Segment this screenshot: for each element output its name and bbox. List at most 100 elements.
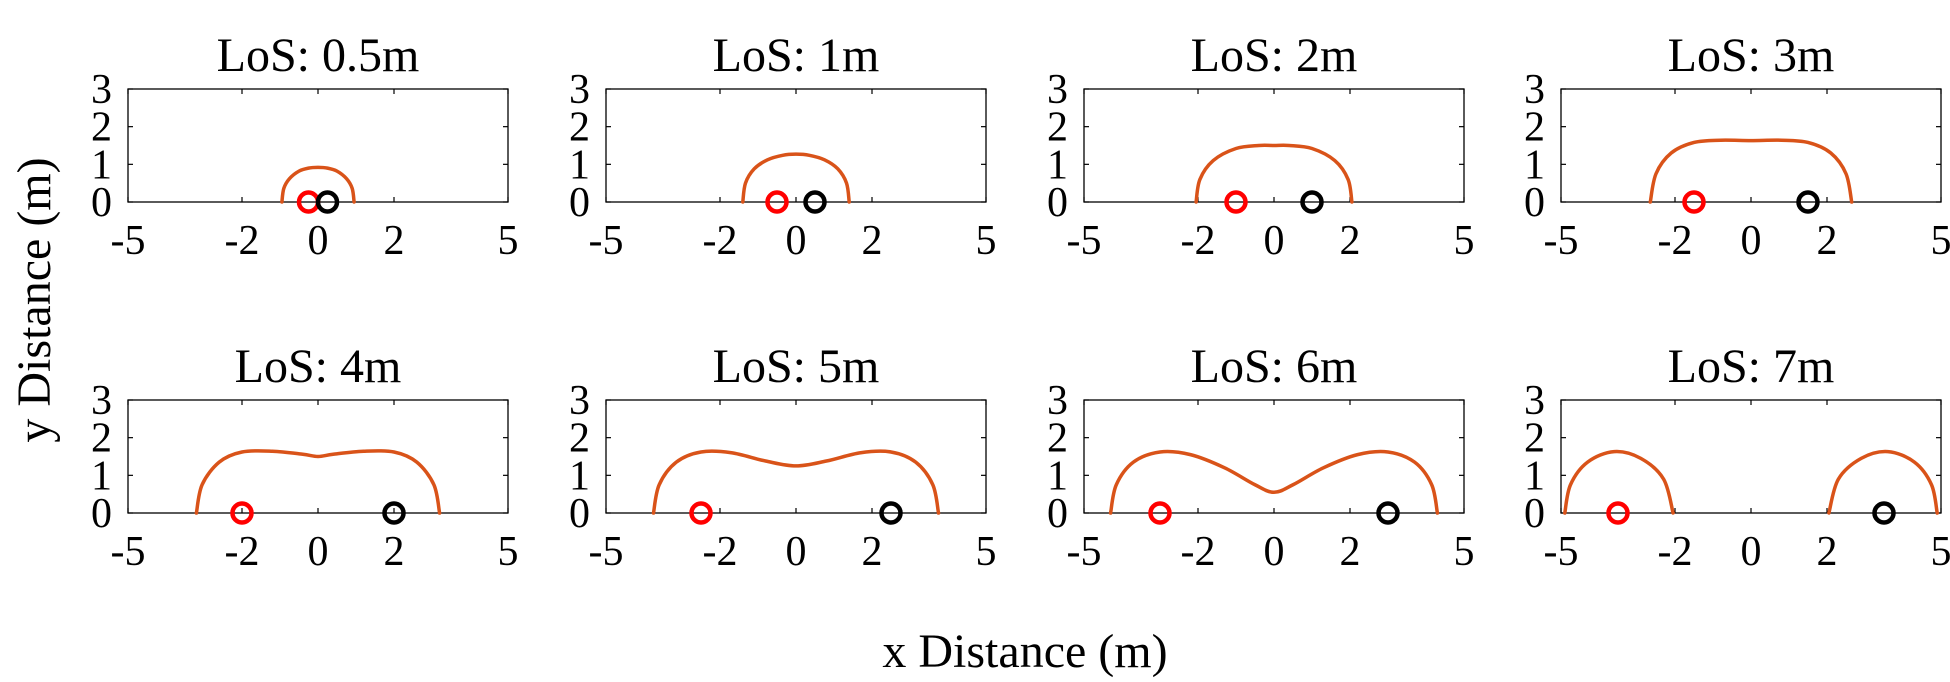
y-tick-label: 2 [569,105,590,151]
y-axis-label: y Distance (m) [8,157,61,442]
x-tick-label: 5 [976,529,997,575]
black-circle-marker [1796,190,1820,214]
x-tick-label: -2 [225,529,260,575]
y-tick-label: 3 [1524,378,1545,424]
axes-box [127,88,509,203]
x-tick-label: -2 [1658,529,1693,575]
x-tick-label: -2 [225,218,260,264]
y-tick-label: 1 [1047,142,1068,188]
x-tick-label: -5 [1544,529,1579,575]
y-tick-label: 2 [569,416,590,462]
boundary-curve [741,152,851,204]
boundary-curve [1648,138,1854,204]
subplot-title: LoS: 6m [1191,340,1358,393]
y-tick-label: 0 [1524,180,1545,226]
y-tick-label: 1 [1524,142,1545,188]
subplot-title: LoS: 2m [1191,29,1358,82]
x-tick-label: 5 [976,218,997,264]
black-circle-marker [1872,501,1896,525]
subplot-title: LoS: 0.5m [217,29,420,82]
x-tick-label: 0 [1264,218,1285,264]
subplot-title: LoS: 1m [713,29,880,82]
y-tick-label: 0 [91,180,112,226]
y-tick-label: 3 [1047,378,1068,424]
red-circle-marker [230,501,254,525]
black-circle-marker [315,190,340,214]
subplot-title: LoS: 3m [1668,29,1835,82]
x-tick-label: 0 [1741,529,1762,575]
y-tick-label: 0 [569,491,590,537]
x-tick-label: 2 [1817,529,1838,575]
subplot-title: LoS: 4m [235,340,402,393]
x-tick-label: 0 [1264,529,1285,575]
y-tick-label: 3 [1524,67,1545,113]
axes-box [605,399,987,514]
red-circle-marker [1682,190,1706,214]
y-tick-label: 0 [91,491,112,537]
x-tick-label: 5 [1931,218,1950,264]
x-tick-label: 5 [1454,218,1475,264]
x-tick-label: -5 [1067,218,1102,264]
red-circle-marker [1148,501,1172,525]
x-tick-label: 2 [1817,218,1838,264]
y-tick-label: 0 [1047,491,1068,537]
x-tick-label: 2 [384,529,405,575]
black-circle-marker [1300,190,1324,214]
y-tick-label: 3 [569,67,590,113]
x-tick-label: 2 [862,529,883,575]
x-axis-label: x Distance (m) [882,625,1167,678]
x-tick-label: -5 [111,218,146,264]
boundary-curve [1108,449,1440,515]
boundary-curve [1194,143,1354,204]
y-tick-label: 1 [569,142,590,188]
x-tick-label: 0 [308,529,329,575]
y-tick-label: 1 [91,142,112,188]
black-circle-marker [879,501,903,525]
y-tick-label: 0 [1524,491,1545,537]
boundary-curve [1563,449,1675,515]
x-tick-label: -5 [1067,529,1102,575]
axes-box [1560,88,1942,203]
boundary-curve [194,449,442,515]
x-tick-label: -5 [589,218,624,264]
y-tick-label: 2 [1524,416,1545,462]
boundary-curve [280,165,356,204]
x-tick-label: 5 [498,529,519,575]
red-circle-marker [765,190,789,214]
black-circle-marker [1376,501,1400,525]
subplot-title: LoS: 5m [713,340,880,393]
x-tick-label: 0 [1741,218,1762,264]
x-tick-label: -5 [589,529,624,575]
x-tick-label: 2 [1340,218,1361,264]
x-tick-label: 2 [1340,529,1361,575]
y-tick-label: 2 [1524,105,1545,151]
axes-box [605,88,987,203]
x-tick-label: 5 [1454,529,1475,575]
x-tick-label: 2 [384,218,405,264]
x-tick-label: 5 [1931,529,1950,575]
x-tick-label: 0 [786,529,807,575]
y-tick-label: 2 [1047,105,1068,151]
x-tick-label: 2 [862,218,883,264]
y-tick-label: 1 [1047,453,1068,499]
black-circle-marker [803,190,827,214]
x-tick-label: -2 [703,529,738,575]
x-tick-label: -5 [111,529,146,575]
subplot-title: LoS: 7m [1668,340,1835,393]
red-circle-marker [1606,501,1630,525]
boundary-curve [651,449,941,515]
y-tick-label: 1 [91,453,112,499]
red-circle-marker [1224,190,1248,214]
y-tick-label: 0 [569,180,590,226]
x-tick-label: 5 [498,218,519,264]
x-tick-label: -2 [703,218,738,264]
y-tick-label: 3 [569,378,590,424]
